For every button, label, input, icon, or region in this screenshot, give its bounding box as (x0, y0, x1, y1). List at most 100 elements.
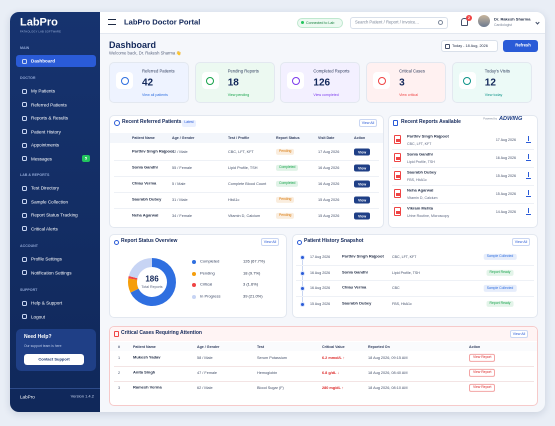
stat-icon (291, 76, 300, 85)
stat-icon (206, 76, 215, 85)
view-button[interactable]: View (354, 180, 371, 188)
nav-item[interactable]: Messages (31, 155, 52, 161)
view-button[interactable]: View (354, 212, 371, 220)
timeline-dot (300, 255, 305, 260)
row-divider (392, 149, 534, 150)
legend-dot (192, 283, 196, 288)
help-button[interactable]: Contact Support (38, 356, 70, 362)
column-header: Critical Value (322, 344, 345, 349)
date-text[interactable]: Today - 18 Aug, 2026 (452, 43, 488, 48)
row-divider (296, 280, 534, 281)
view-report-button[interactable]: View Report (469, 353, 496, 363)
status-dot (301, 21, 304, 24)
nav-icon (22, 212, 27, 218)
nav-item[interactable]: Reports & Results (31, 115, 69, 121)
divider (10, 388, 100, 389)
view-all-bg[interactable] (359, 119, 377, 127)
view-all[interactable]: View All (512, 331, 526, 336)
critical-value: 6.8 g/dL ↓ (322, 370, 340, 375)
view-button[interactable]: View (354, 164, 371, 172)
stat-link[interactable]: View completed (313, 92, 339, 97)
nav-icon (22, 256, 27, 262)
age-gender: 42 / Male (172, 149, 188, 154)
stat-link[interactable]: View all patients (142, 92, 168, 97)
critical-test: Hemoglobin (257, 370, 278, 375)
age-gender: 5 / Male (172, 181, 186, 186)
column-header: Reported On (368, 344, 390, 349)
visit-date: 16 Aug 2026 (318, 165, 340, 170)
row-index: 3 (118, 385, 121, 390)
stat-label: Today's Visits (484, 68, 510, 74)
menu-icon[interactable] (108, 19, 116, 25)
help-button-bg[interactable] (24, 354, 84, 365)
status-pill: Completed (276, 164, 299, 172)
nav-item[interactable]: My Patients (31, 88, 55, 94)
pdf-icon-label (395, 139, 400, 142)
nav-item[interactable]: Profile Settings (31, 256, 62, 262)
critical-name: Ramesh Verma (133, 384, 162, 390)
view-all[interactable]: View All (514, 239, 528, 244)
history-status: Report Ready (486, 300, 514, 308)
date-button[interactable] (441, 40, 498, 52)
nav-item[interactable]: Test Directory (31, 185, 60, 191)
nav-icon (22, 226, 27, 231)
avatar[interactable] (478, 15, 490, 27)
stat-value: 126 (313, 77, 331, 89)
critical-value: 6.2 mmol/L ↑ (322, 355, 345, 360)
age-gender: 62 / Male (197, 385, 213, 390)
status-panel (109, 234, 287, 318)
test-profile: Lipid Profile, TSH (228, 165, 258, 170)
download-icon[interactable] (526, 155, 531, 161)
pdf-icon-label (395, 193, 400, 196)
nav-item[interactable]: Critical Alerts (31, 225, 58, 231)
history-test: CBC (392, 286, 400, 291)
stat-icon (463, 76, 472, 85)
report-date: 15 Aug 2026 (495, 173, 516, 178)
legend-value: 18 (9.7%) (243, 270, 261, 276)
stat-link[interactable]: View pending (227, 92, 250, 97)
legend-label: Critical (200, 282, 213, 288)
view-button[interactable]: View (354, 196, 371, 204)
status-pill: Completed (276, 180, 299, 188)
nav-item[interactable]: Notification Settings (31, 269, 72, 275)
stat-link[interactable]: View critical (399, 92, 418, 97)
search-placeholder[interactable]: Search Patient / Report / Invoice... (355, 19, 419, 25)
view-button[interactable]: View (354, 148, 371, 156)
download-icon[interactable] (526, 173, 531, 179)
welcome: Welcome back, Dr. Rakesh Sharma 👋 (109, 50, 182, 56)
nav-item[interactable]: Referred Patients (31, 101, 67, 107)
search-box[interactable] (350, 16, 448, 29)
nav-item[interactable]: Help & Support (31, 300, 63, 306)
panel-title: Report Status Overview (121, 238, 178, 245)
view-report-button[interactable]: View Report (469, 368, 496, 378)
visit-date: 15 Aug 2026 (318, 197, 340, 202)
report-test: Lipid Profile, TSH (407, 159, 435, 164)
bell-icon[interactable] (461, 18, 468, 26)
stat-card[interactable] (280, 62, 361, 103)
view-all[interactable]: View All (361, 120, 375, 125)
stat-link[interactable]: View today (484, 92, 503, 97)
test-profile: HbA1c (228, 197, 240, 202)
view-all[interactable]: View All (263, 239, 277, 244)
latest-badge: Latest (184, 120, 194, 125)
download-icon[interactable] (526, 191, 531, 197)
nav-item[interactable]: Report Status Tracking (31, 212, 78, 218)
view-all-bg[interactable] (512, 238, 530, 246)
nav-item[interactable]: Logout (31, 313, 46, 319)
view-all-bg[interactable] (510, 330, 528, 338)
pdf-icon (394, 153, 401, 162)
critical-test: Serum Potassium (257, 355, 287, 360)
stat-label: Pending Reports (227, 68, 259, 74)
column-header: Test (257, 344, 265, 349)
refresh-text[interactable]: Refresh (515, 42, 531, 48)
refresh-button[interactable] (503, 40, 538, 52)
download-icon[interactable] (526, 209, 531, 215)
nav-item[interactable]: Appointments (31, 142, 60, 148)
nav-item[interactable]: Dashboard (31, 58, 55, 64)
download-icon[interactable] (526, 137, 531, 143)
table-header-bg (110, 133, 383, 143)
nav-item[interactable]: Patient History (31, 128, 61, 134)
view-report-button[interactable]: View Report (469, 383, 496, 393)
view-all-bg[interactable] (261, 238, 279, 246)
nav-item[interactable]: Sample Collection (31, 198, 69, 204)
